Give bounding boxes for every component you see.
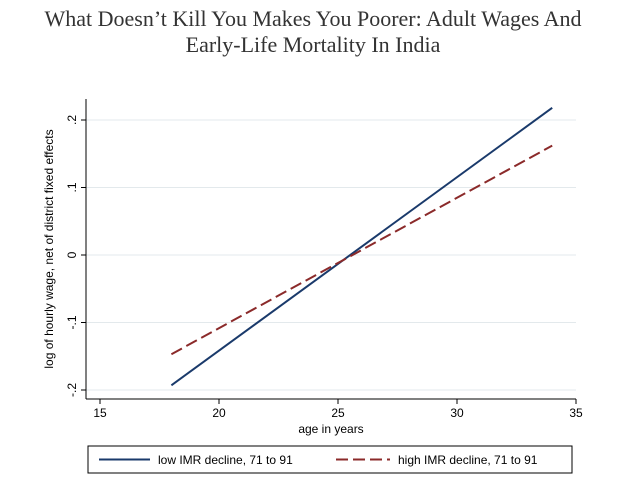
gridlines (86, 119, 576, 391)
legend-label-high-imr: high IMR decline, 71 to 91 (398, 453, 538, 467)
series-lines (170, 107, 553, 387)
x-tick-label-3: 30 (450, 406, 464, 420)
series-line-high-imr (170, 144, 553, 356)
x-tick-label-2: 25 (331, 406, 345, 420)
chart-title-line-1: What Doesn’t Kill You Makes You Poorer: … (44, 6, 582, 31)
x-tick-label-4: 35 (569, 406, 583, 420)
legend-box (87, 445, 573, 474)
y-axis-ticks: -.2 -.1 0 .1 .2 (65, 115, 86, 397)
chart-title: What Doesn’t Kill You Makes You Poorer: … (0, 6, 626, 58)
y-tick-label-2: 0 (65, 251, 79, 258)
legend: low IMR decline, 71 to 91 high IMR decli… (87, 445, 573, 474)
legend-label-low-imr: low IMR decline, 71 to 91 (158, 453, 293, 467)
y-tick-label-3: .1 (65, 182, 79, 192)
x-tick-label-0: 15 (93, 406, 107, 420)
chart-title-line-2: Early-Life Mortality In India (185, 32, 441, 57)
x-axis-title: age in years (298, 422, 363, 436)
y-axis-title: log of hourly wage, net of district fixe… (42, 129, 56, 368)
series-line-low-imr (170, 107, 553, 387)
x-tick-label-1: 20 (212, 406, 226, 420)
y-tick-label-1: -.1 (65, 315, 79, 329)
y-tick-label-4: .2 (65, 115, 79, 125)
y-tick-label-0: -.2 (65, 383, 79, 397)
x-axis-ticks: 15 20 25 30 35 (93, 399, 583, 420)
